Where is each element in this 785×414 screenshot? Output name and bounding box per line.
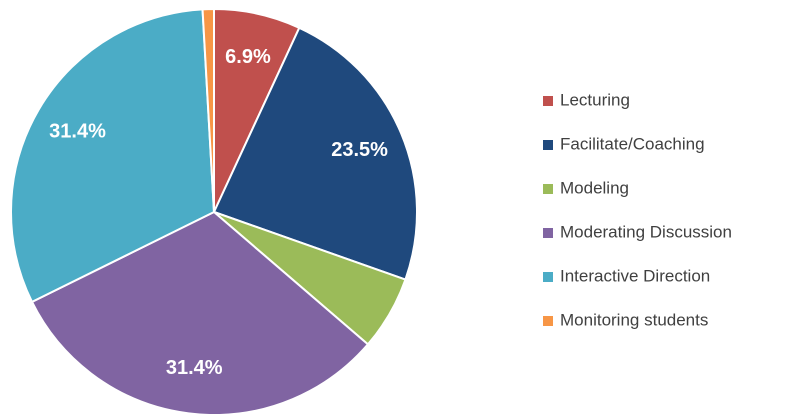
- pie-slice: [30, 210, 370, 414]
- legend-swatch: [543, 140, 553, 150]
- legend-label: Interactive Direction: [560, 266, 710, 285]
- legend-label: Lecturing: [560, 90, 630, 109]
- data-label: 6.9%: [225, 46, 271, 68]
- legend-swatch: [543, 316, 553, 326]
- legend-label: Modeling: [560, 178, 629, 197]
- legend-swatch: [543, 228, 553, 238]
- legend-label: Facilitate/Coaching: [560, 134, 705, 153]
- legend-label: Moderating Discussion: [560, 222, 732, 241]
- data-label: 23.5%: [331, 139, 388, 161]
- pie-slice: [212, 26, 418, 281]
- pie-slice: [10, 8, 216, 304]
- legend-swatch: [543, 184, 553, 194]
- legend-label: Monitoring students: [560, 310, 708, 329]
- pie-slice: [201, 7, 215, 213]
- legend-swatch: [543, 272, 553, 282]
- data-label: 31.4%: [49, 121, 106, 143]
- data-label: 31.4%: [166, 357, 223, 379]
- legend-swatch: [543, 96, 553, 106]
